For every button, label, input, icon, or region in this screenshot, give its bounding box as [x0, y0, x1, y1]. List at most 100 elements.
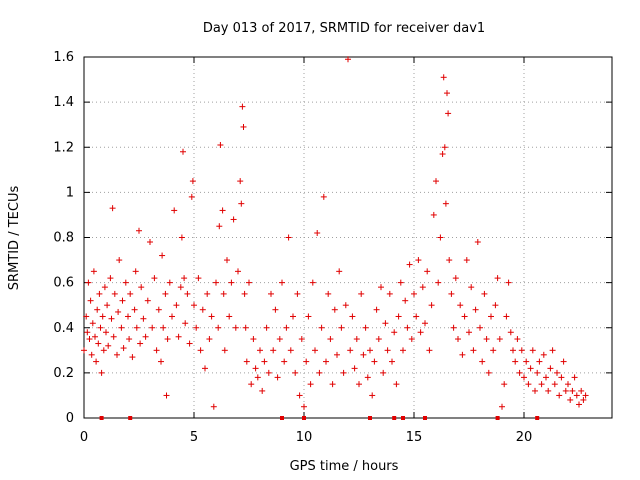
data-point [166, 279, 173, 286]
data-point [433, 178, 439, 185]
data-point [437, 234, 444, 241]
data-point [395, 313, 402, 320]
data-point [565, 381, 571, 388]
data-point [356, 381, 362, 388]
data-point [116, 257, 123, 264]
data-point [136, 227, 142, 234]
data-point [373, 306, 380, 313]
data-point [369, 392, 376, 399]
y-tick-labels: 0 0.2 0.4 0.6 0.8 1 1.2 1.4 1.6 [53, 50, 74, 426]
data-point [450, 324, 457, 331]
data-point [496, 336, 503, 343]
data-point [327, 336, 334, 343]
data-point [551, 381, 558, 388]
data-point [364, 374, 371, 381]
data-point [120, 345, 127, 352]
data-point [457, 302, 464, 309]
data-point [195, 275, 202, 282]
data-point [164, 336, 171, 343]
data-point [137, 340, 144, 347]
zero-marker [423, 416, 427, 420]
zero-marker [99, 416, 104, 420]
data-point [177, 284, 184, 291]
data-point [210, 403, 217, 410]
data-point [98, 369, 105, 376]
data-point [193, 324, 200, 331]
data-point [463, 257, 470, 264]
zero-marker [495, 416, 500, 420]
data-point [567, 396, 574, 403]
data-point [536, 358, 543, 365]
data-point [296, 392, 303, 399]
data-point [93, 358, 100, 365]
data-point [538, 381, 545, 388]
data-point [94, 306, 101, 313]
data-point [507, 329, 514, 336]
data-point [483, 336, 490, 343]
data-point [571, 374, 578, 381]
data-point [408, 336, 415, 343]
data-point [175, 333, 182, 340]
y-axis-label: SRMTID / TECUs [7, 186, 22, 291]
data-point [87, 297, 94, 304]
data-point [248, 381, 255, 388]
data-point [455, 336, 461, 343]
data-point [254, 374, 261, 381]
x-tick-labels: 0 5 10 15 20 [80, 430, 532, 445]
y-tick-label: 0.6 [53, 276, 74, 291]
data-point [325, 290, 332, 297]
data-point [221, 347, 228, 354]
data-point [131, 306, 138, 313]
data-point [206, 336, 213, 343]
data-point [569, 387, 576, 394]
data-point [220, 290, 227, 297]
data-point [95, 340, 102, 347]
data-point [444, 90, 450, 97]
data-point [239, 103, 246, 110]
data-point [391, 329, 398, 336]
data-point [380, 369, 387, 376]
data-point [285, 234, 292, 241]
data-point [215, 324, 222, 331]
data-point [558, 374, 565, 381]
data-point [186, 340, 193, 347]
data-point [485, 369, 492, 376]
data-point [81, 347, 87, 354]
data-point [155, 306, 162, 313]
data-point [257, 347, 263, 354]
data-point [440, 74, 447, 81]
zero-marker [280, 416, 284, 420]
data-point [446, 257, 453, 264]
data-point [118, 324, 125, 331]
data-point [86, 336, 93, 343]
data-point [351, 365, 358, 372]
y-tick-label: 1.6 [53, 50, 74, 65]
data-point [481, 290, 488, 297]
data-point [382, 320, 389, 327]
data-point [99, 313, 106, 320]
data-point [514, 336, 521, 343]
data-point [217, 141, 224, 148]
zero-marker [128, 416, 133, 420]
data-point [477, 324, 483, 331]
data-point [435, 279, 442, 286]
data-point [305, 313, 312, 320]
data-point [349, 313, 356, 320]
data-point [386, 290, 393, 297]
data-point [158, 358, 164, 365]
data-point [226, 313, 233, 320]
data-point [518, 347, 525, 354]
data-point [127, 290, 134, 297]
zero-marker [392, 416, 397, 420]
data-point [413, 313, 420, 320]
data-point [104, 302, 111, 309]
data-point [237, 178, 244, 185]
data-point [499, 403, 505, 410]
data-point [422, 320, 428, 327]
data-point [149, 324, 156, 331]
data-point [371, 358, 378, 365]
data-point [353, 336, 360, 343]
data-point [298, 336, 305, 343]
data-point [360, 351, 367, 358]
data-point [404, 324, 411, 331]
